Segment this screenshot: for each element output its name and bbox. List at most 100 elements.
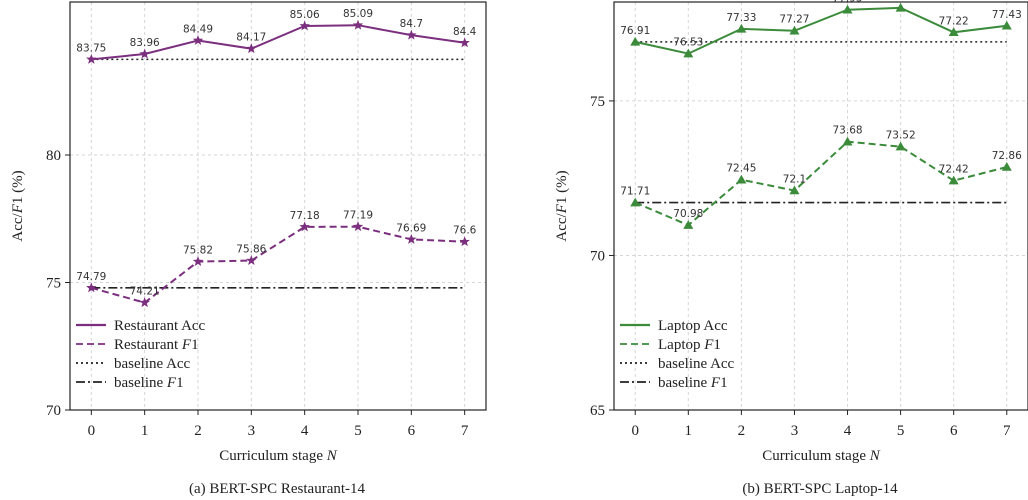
data-label: 84.17: [236, 32, 266, 44]
data-label: 84.7: [400, 18, 423, 30]
data-label: 72.1: [783, 174, 806, 186]
f1-series-line: [91, 225, 465, 304]
x-tick-label: 3: [791, 423, 799, 439]
plot-frame: [613, 1, 1028, 411]
data-point-marker: [86, 282, 97, 293]
data-point-marker: [459, 236, 470, 247]
data-label: 75.82: [183, 245, 213, 257]
y-tick-label: 75: [46, 276, 61, 292]
data-point-marker: [789, 25, 800, 35]
data-point-marker: [789, 185, 800, 195]
x-tick-label: 1: [141, 423, 149, 439]
data-label: 74.79: [76, 271, 106, 283]
x-tick-label: 5: [897, 423, 905, 439]
data-point-marker: [683, 220, 694, 229]
y-axis-label: Acc/F1 (%): [10, 170, 26, 241]
data-label: 78.01: [886, 0, 916, 3]
legend-label: Laptop F1: [658, 337, 721, 353]
data-label: 84.49: [183, 24, 213, 36]
data-point-marker: [299, 221, 310, 232]
data-label: 75.86: [236, 244, 266, 256]
data-label: 72.42: [939, 164, 969, 176]
data-label: 85.06: [290, 9, 320, 21]
data-label: 77.43: [992, 9, 1022, 21]
acc-series-line: [635, 6, 1007, 55]
data-label: 76.53: [673, 37, 703, 49]
y-tick-label: 70: [590, 248, 605, 264]
legend-label: Laptop Acc: [658, 318, 728, 334]
x-tick-label: 6: [950, 423, 958, 439]
data-point-marker: [192, 35, 204, 45]
data-label: 70.98: [673, 208, 703, 220]
data-point-marker: [1001, 162, 1012, 171]
acc-series-line: [91, 24, 465, 61]
data-label: 74.21: [130, 286, 160, 298]
data-label: 83.75: [76, 42, 106, 54]
data-point-marker: [1001, 20, 1012, 30]
x-tick-label: 5: [354, 423, 362, 439]
data-label: 73.52: [886, 130, 916, 142]
legend-label: baseline Acc: [114, 356, 191, 372]
x-tick-label: 3: [248, 423, 256, 439]
data-label: 77.22: [939, 15, 969, 27]
data-point-marker: [895, 141, 906, 151]
data-point-marker: [948, 27, 959, 37]
data-point-marker: [86, 53, 97, 64]
data-point-marker: [299, 20, 310, 31]
x-axis-label: Curriculum stage N: [762, 448, 880, 464]
data-point-marker: [352, 19, 364, 30]
data-label: 84.4: [453, 26, 477, 38]
data-label: 85.09: [343, 8, 373, 20]
data-label: 77.19: [343, 210, 373, 222]
x-axis-label: Curriculum stage N: [219, 448, 337, 464]
legend-label: baseline F1: [114, 375, 184, 391]
x-tick-label: 0: [88, 423, 96, 439]
x-tick-label: 7: [1003, 423, 1011, 439]
data-label: 71.71: [620, 186, 650, 198]
f1-series-line: [634, 140, 1008, 227]
data-label: 76.91: [620, 25, 650, 37]
y-tick-label: 70: [46, 403, 61, 419]
data-label: 77.95: [833, 0, 863, 5]
data-point-marker: [139, 297, 150, 308]
y-tick-label: 75: [590, 94, 605, 110]
x-tick-label: 0: [631, 423, 639, 439]
y-tick-label: 65: [590, 403, 605, 419]
x-tick-label: 7: [461, 423, 469, 439]
data-point-marker: [352, 221, 364, 232]
legend-label: baseline F1: [658, 375, 728, 391]
data-point-marker: [406, 233, 417, 244]
data-point-marker: [948, 175, 959, 185]
x-tick-label: 6: [408, 423, 416, 439]
data-label: 77.18: [290, 210, 320, 222]
legend-label: Restaurant F1: [114, 337, 199, 353]
x-tick-label: 2: [194, 423, 202, 439]
legend-label: baseline Acc: [658, 356, 735, 372]
data-point-marker: [246, 43, 257, 54]
data-point-marker: [736, 23, 747, 33]
x-tick-label: 1: [685, 423, 693, 439]
x-tick-label: 4: [844, 423, 852, 439]
data-point-marker: [630, 36, 641, 46]
data-point-marker: [459, 37, 470, 48]
data-label: 76.69: [396, 222, 426, 234]
data-point-marker: [192, 256, 204, 267]
chart-caption: (b) BERT-SPC Laptop-14: [742, 481, 898, 497]
data-point-marker: [842, 4, 853, 14]
data-point-marker: [630, 197, 641, 207]
data-point-marker: [842, 136, 853, 146]
data-label: 76.6: [453, 225, 477, 237]
x-tick-label: 4: [301, 423, 309, 439]
y-tick-label: 80: [46, 148, 61, 164]
data-point-marker: [406, 29, 417, 40]
data-label: 83.96: [130, 37, 160, 49]
data-label: 72.45: [726, 163, 756, 175]
data-point-marker: [683, 48, 694, 58]
plot-frame: [69, 1, 487, 411]
data-point-marker: [895, 2, 906, 12]
chart-caption: (a) BERT-SPC Restaurant-14: [189, 481, 366, 497]
data-point-marker: [736, 174, 747, 184]
x-tick-label: 2: [738, 423, 746, 439]
data-label: 73.68: [833, 125, 863, 137]
